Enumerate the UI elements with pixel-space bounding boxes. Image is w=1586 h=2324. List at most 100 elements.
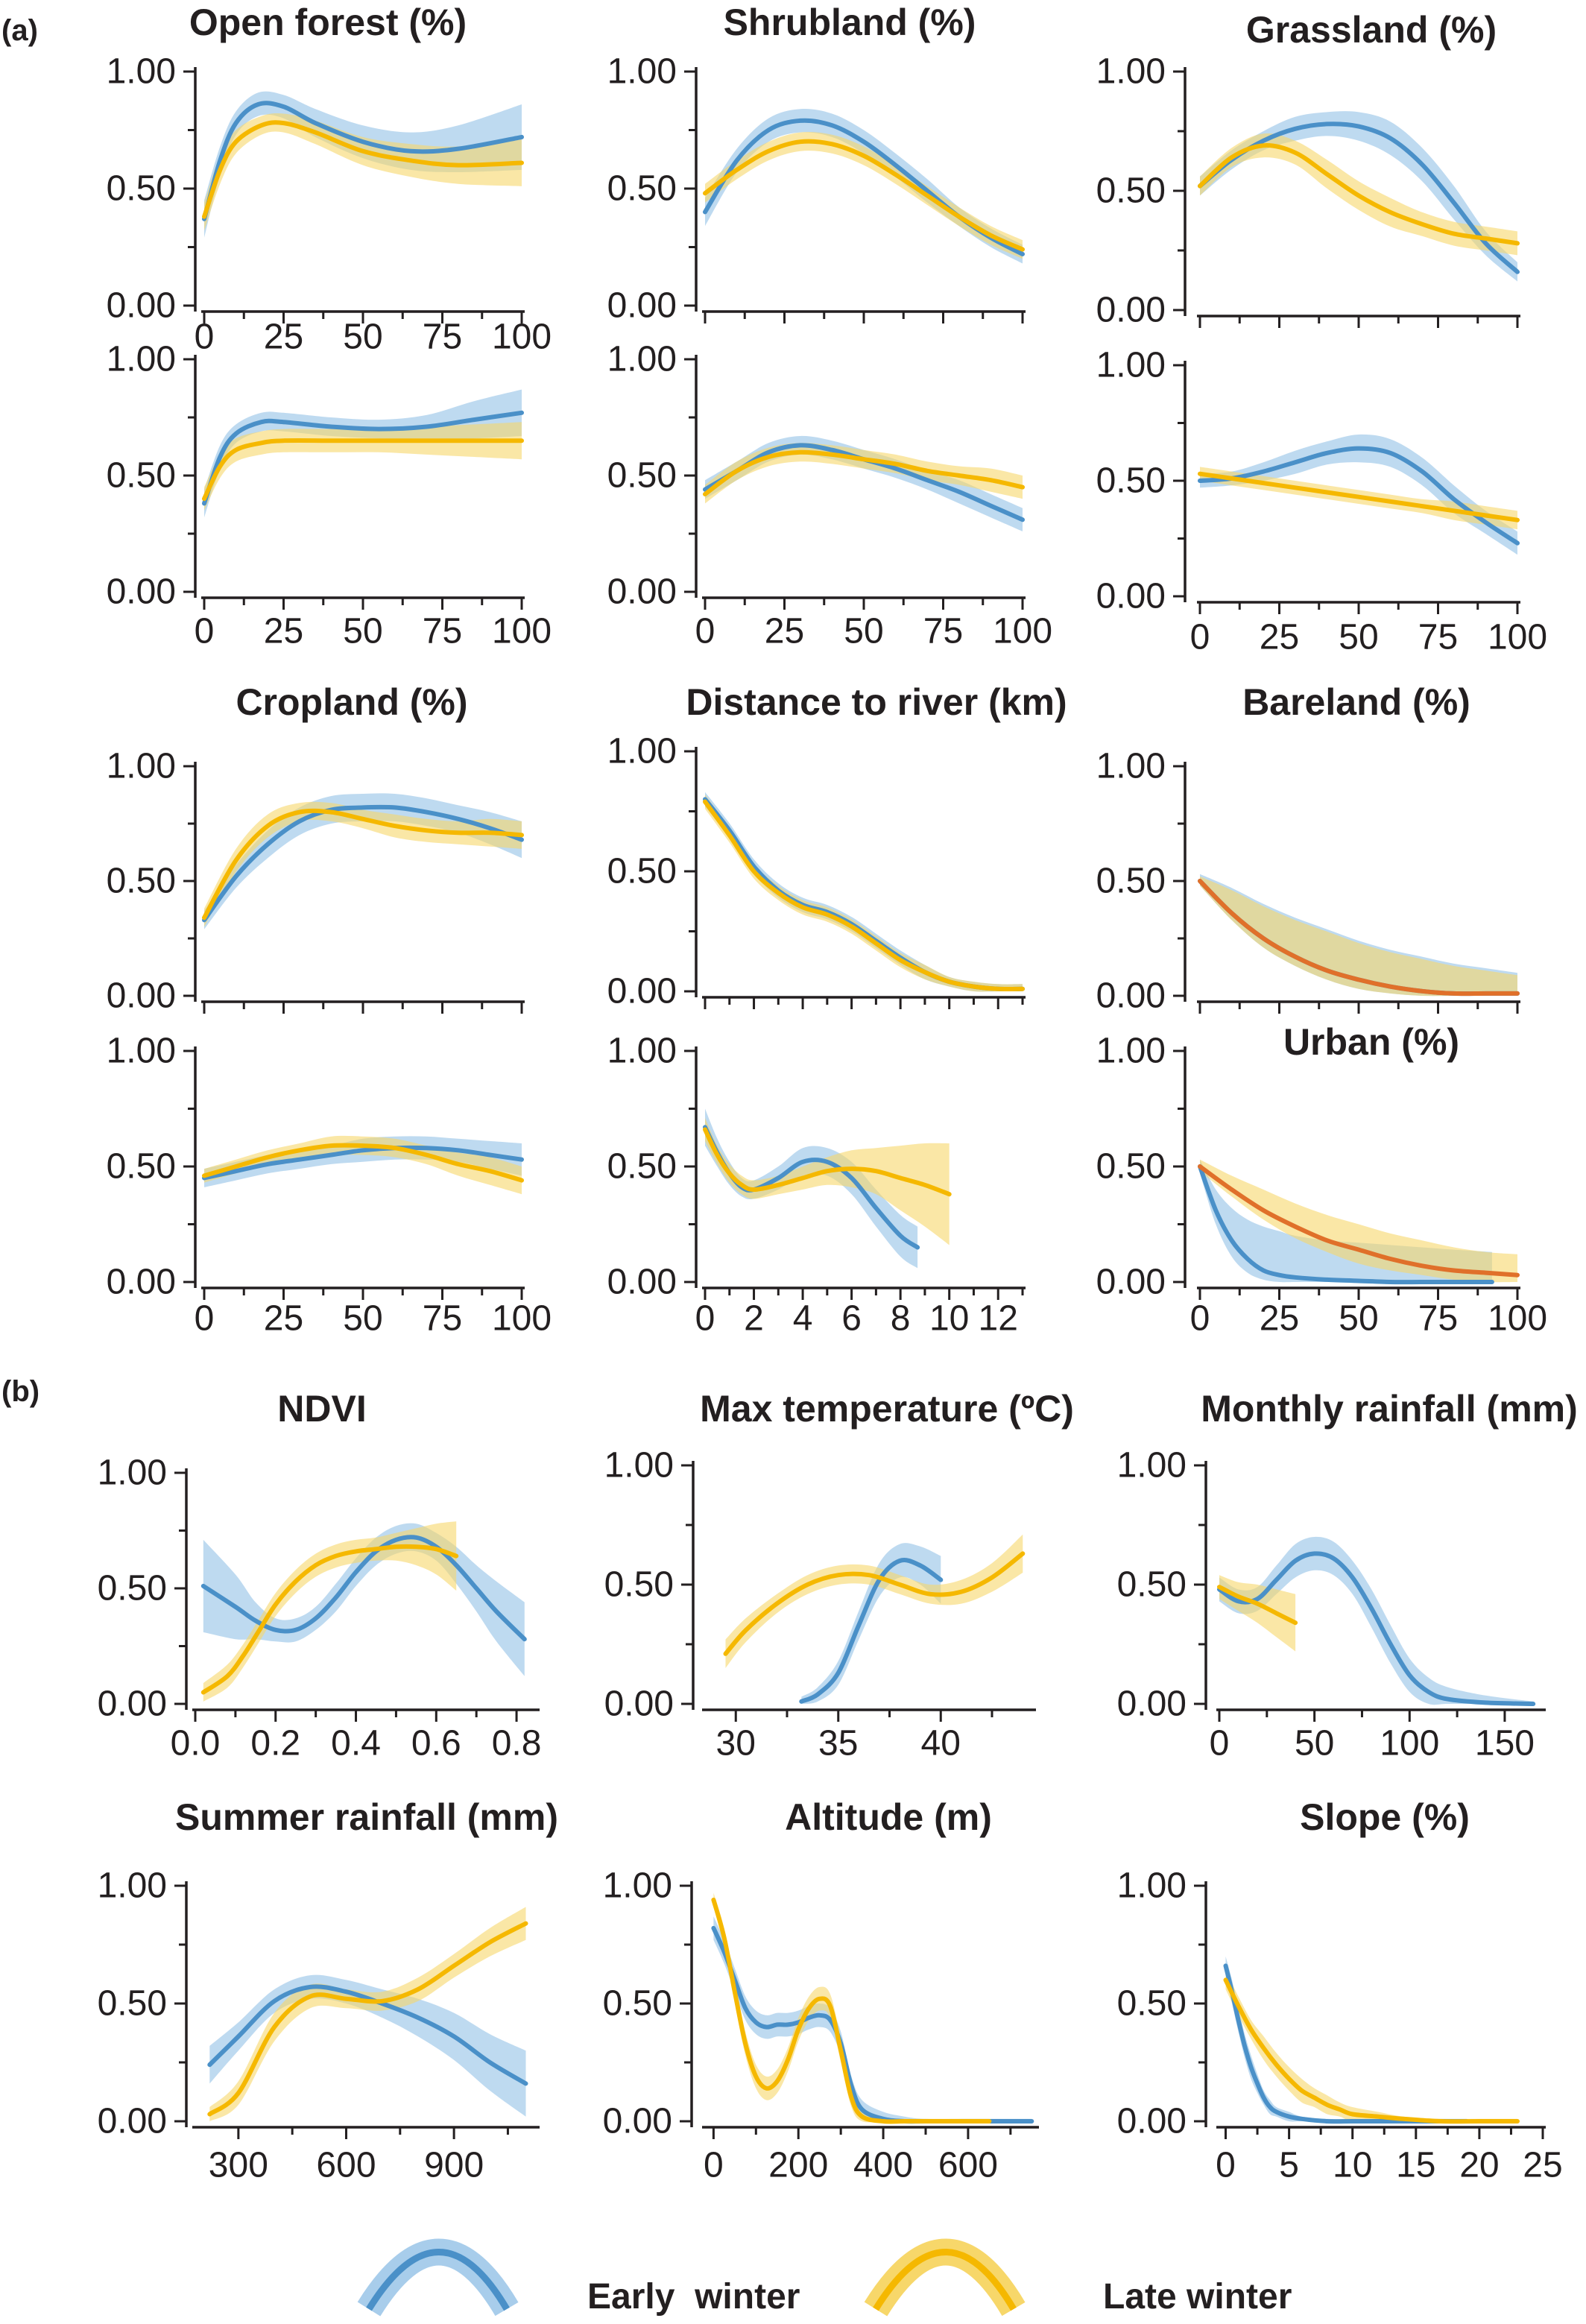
early-winter-line <box>202 804 524 923</box>
x-tick-label: 0.4 <box>331 1724 381 1763</box>
x-tick-label: 25 <box>264 612 303 651</box>
x-tick-label: 200 <box>768 2146 828 2185</box>
chart-panel-8: Distance to river (km) 0.00 0.50 1.00 <box>607 681 1067 1011</box>
late-winter-band <box>725 1534 1023 1668</box>
early-winter-band <box>801 1543 941 1704</box>
y-tick-label: 0.50 <box>607 852 677 891</box>
y-tick-label: 0.50 <box>98 1984 167 2024</box>
x-tick-label: 100 <box>1488 1299 1547 1339</box>
y-tick-label: 0.00 <box>1117 1684 1187 1724</box>
panel-title: Summer rainfall (mm) <box>175 1796 558 1838</box>
y-tick-label: 0.00 <box>607 972 677 1011</box>
y-tick-label: 1.00 <box>98 1866 167 1906</box>
panel-title: Urban (%) <box>1283 1021 1459 1063</box>
early-winter-line <box>202 410 524 506</box>
late-winter-band <box>705 443 1023 504</box>
y-tick-label: 1.00 <box>107 340 176 379</box>
y-tick-label: 0.00 <box>604 1684 674 1724</box>
early-winter-band <box>1200 111 1517 282</box>
x-tick-label: 600 <box>938 2146 998 2185</box>
x-tick-label: 0 <box>195 612 215 651</box>
early-winter-line <box>1223 1963 1469 2124</box>
late-winter-band <box>705 795 1023 992</box>
x-tick-label: 25 <box>1523 2146 1562 2185</box>
y-tick-label: 0.50 <box>604 1565 674 1605</box>
early-winter-line <box>1198 1164 1494 1285</box>
x-tick-label: 100 <box>1380 1724 1439 1763</box>
legend-late-label: Late winter <box>1103 2277 1292 2317</box>
late-winter-band <box>1200 876 1517 997</box>
late-winter-band <box>204 113 522 231</box>
x-tick-label: 5 <box>1279 2146 1299 2185</box>
y-tick-label: 1.00 <box>1096 346 1166 385</box>
chart-panel-16: Summer rainfall (mm) 0.00 0.50 1.00 300 600 90… <box>98 1796 558 2185</box>
x-tick-label: 15 <box>1396 2146 1435 2185</box>
panel-title: Distance to river (km) <box>686 681 1067 723</box>
y-tick-label: 0.50 <box>607 169 677 209</box>
x-tick-label: 10 <box>929 1299 969 1339</box>
y-tick-label: 0.00 <box>107 572 176 612</box>
x-tick-label: 75 <box>423 612 462 651</box>
y-tick-label: 1.00 <box>107 1032 176 1071</box>
y-tick-label: 0.50 <box>107 1147 176 1187</box>
x-tick-label: 0.0 <box>171 1724 221 1763</box>
x-tick-label: 50 <box>343 612 382 651</box>
y-tick-label: 1.00 <box>1117 1446 1187 1485</box>
x-tick-label: 0.8 <box>492 1724 542 1763</box>
x-tick-label: 2 <box>744 1299 764 1339</box>
x-tick-label: 0.2 <box>250 1724 300 1763</box>
x-tick-label: 50 <box>1339 618 1378 657</box>
late-winter-band <box>1225 1970 1517 2122</box>
early-winter-band <box>705 108 1023 264</box>
legend: Early winter Late winter <box>357 2238 1292 2317</box>
panels: Open forest (%)0.000.501.000 25 50 75 100Shr… <box>98 1 1578 2185</box>
x-tick-label: 75 <box>1418 1299 1458 1339</box>
late-winter-line <box>1198 1164 1520 1278</box>
late-winter-line <box>200 1544 459 1695</box>
x-tick-label: 100 <box>993 612 1052 651</box>
y-tick-label: 1.00 <box>607 1032 677 1071</box>
y-tick-label: 1.00 <box>1117 1866 1187 1906</box>
late-winter-line <box>1217 1585 1298 1626</box>
early-winter-band <box>209 1974 526 2117</box>
late-winter-line <box>723 1551 1026 1656</box>
y-tick-label: 0.50 <box>607 456 677 496</box>
early-winter-band <box>713 1916 1032 2122</box>
y-tick-label: 0.00 <box>607 286 677 326</box>
late-winter-line <box>703 799 1025 992</box>
x-tick-label: 25 <box>264 1299 303 1339</box>
chart-panel-3: Grassland (%) 0.00 0.50 1.00 <box>1096 9 1520 330</box>
y-tick-label: 0.00 <box>98 2102 167 2141</box>
x-tick-label: 100 <box>1488 618 1547 657</box>
early-winter-line <box>200 1535 527 1642</box>
x-tick-label: 150 <box>1475 1724 1535 1763</box>
chart-panel-9: Bareland (%) 0.00 0.50 1.00 <box>1096 681 1520 1016</box>
chart-panel-15: Monthly rainfall (mm) 0.00 0.50 1.00 0 50 100 1… <box>1117 1388 1578 1763</box>
y-tick-label: 0.50 <box>607 1147 677 1187</box>
y-tick-label: 0.50 <box>1117 1984 1187 2024</box>
chart-panel-2: Shrubland (%) 0.00 0.50 1.00 <box>607 1 1026 326</box>
y-tick-label: 0.00 <box>607 572 677 612</box>
early-winter-band <box>705 792 1023 992</box>
x-tick-label: 0 <box>695 1299 715 1339</box>
x-tick-label: 0 <box>1210 1724 1230 1763</box>
late-winter-line <box>207 1921 528 2117</box>
y-tick-label: 0.50 <box>1096 461 1166 501</box>
x-tick-label: 20 <box>1459 2146 1499 2185</box>
x-tick-label: 35 <box>818 1724 858 1763</box>
y-tick-label: 1.00 <box>1096 747 1166 786</box>
late-winter-line <box>1223 1977 1520 2124</box>
x-tick-label: 25 <box>264 318 303 357</box>
x-tick-label: 300 <box>209 2146 268 2185</box>
panel-title: Max temperature (ºC) <box>700 1388 1074 1430</box>
y-tick-label: 1.00 <box>107 52 176 92</box>
x-tick-label: 900 <box>424 2146 484 2185</box>
y-tick-label: 0.00 <box>98 1684 167 1724</box>
x-tick-label: 50 <box>1339 1299 1378 1339</box>
early-winter-band <box>1200 434 1517 555</box>
early-winter-curve-icon <box>357 2238 519 2317</box>
x-tick-label: 75 <box>923 612 963 651</box>
y-tick-label: 0.50 <box>1096 1147 1166 1187</box>
early-winter-line <box>703 797 1025 992</box>
y-tick-label: 1.00 <box>1096 1032 1166 1071</box>
